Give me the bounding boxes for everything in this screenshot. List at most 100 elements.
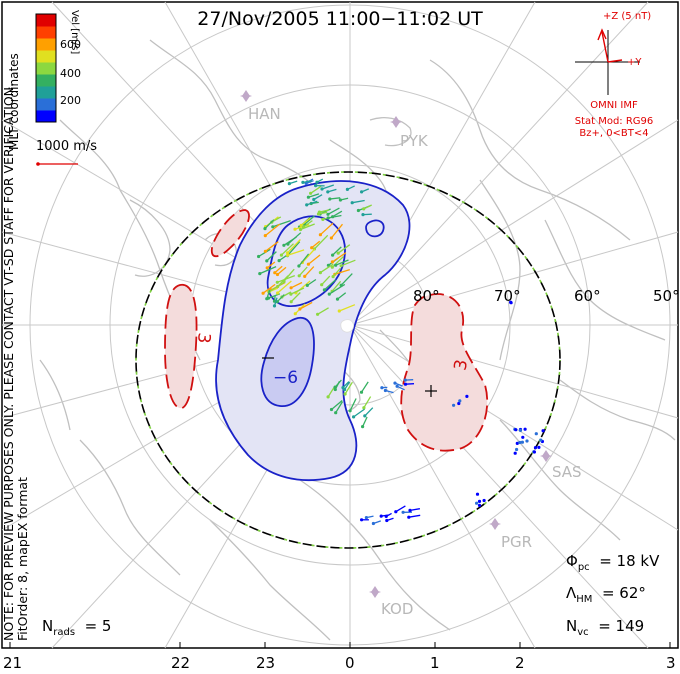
- velocity-vector: [344, 381, 351, 390]
- colorbar-segment: [36, 14, 56, 27]
- mlt-label-3: 3: [666, 654, 676, 672]
- velocity-vector: [308, 193, 320, 198]
- velocity-vector: [396, 385, 405, 391]
- velocity-vector: [264, 219, 275, 230]
- velocity-vector: [313, 194, 323, 201]
- vector-origin: [477, 503, 482, 507]
- vector-origin: [457, 401, 461, 406]
- velocity-vector: [304, 266, 315, 277]
- velocity-vector: [405, 383, 415, 385]
- velocity-vector: [272, 219, 291, 228]
- velocity-vector: [277, 280, 292, 294]
- imf-clock-dial: [575, 28, 640, 95]
- velocity-vector: [300, 223, 315, 231]
- velocity-vector: [306, 200, 318, 206]
- negative-cell: [215, 180, 411, 482]
- velocity-vector: [327, 207, 340, 215]
- colorbar-tick-600: 600: [60, 38, 81, 51]
- positive-contour-label-2: 3: [192, 331, 214, 345]
- map-title: 27/Nov/2005 11:00−11:02 UT: [197, 8, 483, 30]
- velocity-vector: [287, 239, 301, 254]
- velocity-vector: [266, 251, 277, 262]
- velocity-vector: [340, 273, 353, 286]
- velocity-vector: [280, 243, 294, 256]
- colorbar-segment: [36, 62, 56, 75]
- velocity-vector: [290, 287, 305, 295]
- velocity-vector: [283, 236, 297, 246]
- mlt-label-1: 1: [430, 654, 440, 672]
- velocity-vector: [321, 275, 331, 286]
- velocity-vector: [330, 223, 344, 239]
- station-kod: KOD: [381, 600, 414, 618]
- velocity-vector: [363, 396, 372, 409]
- velocity-vector: [386, 517, 394, 522]
- velocity-vector: [327, 188, 337, 193]
- vector-origin: [532, 450, 537, 454]
- velocity-vector: [317, 307, 329, 315]
- lat-label-70: 70°: [494, 287, 521, 305]
- velocity-vector: [366, 515, 374, 519]
- velocity-vector: [271, 216, 282, 223]
- mlt-label-2: 2: [515, 654, 525, 672]
- velocity-vector: [319, 222, 334, 236]
- colorbar-segment: [36, 38, 56, 51]
- imf-source: OMNI IMF: [590, 100, 638, 111]
- imf-model-line1: Stat Mod: RG96: [574, 116, 654, 127]
- lat-label-60: 60°: [574, 287, 601, 305]
- vector-origin: [523, 427, 527, 431]
- velocity-vector: [323, 279, 337, 291]
- vector-origin: [513, 451, 517, 455]
- velocity-vector: [287, 241, 301, 257]
- colorbar-segment: [36, 98, 56, 111]
- velocity-vector: [303, 220, 313, 228]
- imf-y-label: +Y: [627, 57, 642, 68]
- velocity-vector: [290, 281, 303, 289]
- velocity-vector: [304, 215, 315, 225]
- velocity-vector: [339, 304, 356, 312]
- vector-origin: [477, 499, 482, 503]
- velocity-vector: [287, 249, 305, 256]
- velocity-vector: [342, 381, 350, 389]
- vector-origin: [537, 445, 541, 449]
- velocity-vector: [395, 505, 406, 513]
- velocity-vector: [408, 514, 421, 518]
- velocity-vector: [277, 266, 287, 275]
- velocity-vector: [274, 265, 283, 274]
- velocity-vector: [362, 416, 368, 427]
- colorbar-segment: [36, 86, 56, 99]
- velocity-vector: [328, 283, 346, 295]
- vector-origin: [525, 439, 529, 443]
- velocity-vector: [268, 281, 286, 293]
- velocity-vector: [332, 246, 342, 256]
- velocity-vector: [344, 381, 353, 395]
- velocity-vector: [290, 292, 301, 303]
- velocity-vectors: [257, 178, 545, 526]
- velocity-vector: [289, 180, 298, 185]
- velocity-vector: [310, 185, 322, 194]
- velocity-vector: [265, 241, 279, 252]
- velocity-vector: [360, 381, 369, 393]
- velocity-vector: [332, 267, 341, 278]
- velocity-vector: [364, 407, 374, 417]
- velocity-vector: [335, 401, 344, 414]
- velocity-vector: [298, 266, 308, 277]
- vector-origin: [514, 428, 518, 432]
- velocity-vector: [363, 204, 372, 210]
- station-han: HAN: [248, 105, 281, 123]
- vector-origin: [452, 403, 456, 407]
- velocity-vector: [328, 214, 342, 219]
- velocity-vector: [273, 297, 278, 307]
- vector-origin: [482, 498, 486, 503]
- velocity-vector: [352, 199, 365, 204]
- vector-origin: [515, 441, 519, 445]
- velocity-vector: [332, 252, 347, 263]
- velocity-vector: [385, 389, 394, 394]
- vector-origin: [520, 440, 525, 444]
- velocity-vector: [335, 259, 349, 266]
- velocity-vector: [266, 261, 276, 269]
- velocity-vector: [305, 180, 314, 185]
- velocity-vector: [340, 259, 356, 267]
- velocity-vector: [321, 184, 335, 190]
- cross-polar-potential: Φpc = 18 kV: [566, 552, 660, 573]
- lat-label-80: 80°: [413, 287, 440, 305]
